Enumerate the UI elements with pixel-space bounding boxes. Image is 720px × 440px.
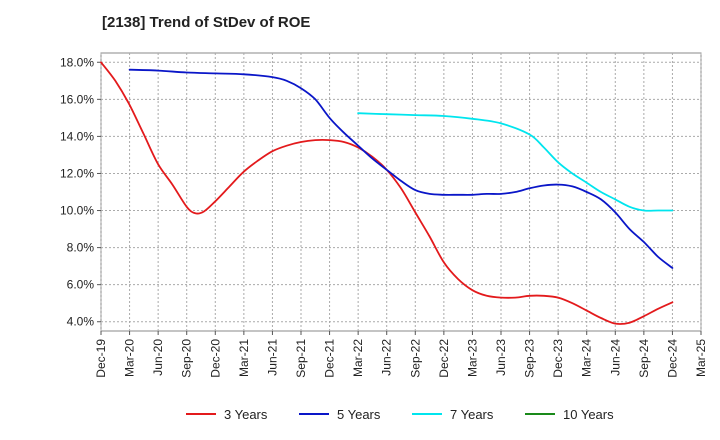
x-tick-label: Sep-21 [294,339,308,378]
x-tick-label: Sep-20 [180,339,194,378]
y-tick-label: 4.0% [67,315,95,329]
grid-lines [100,53,702,331]
x-tick-label: Mar-21 [237,339,251,377]
x-tick-label: Dec-24 [665,339,679,378]
x-tick-label: Dec-23 [551,339,565,378]
x-tick-label: Jun-20 [151,339,165,376]
y-tick-label: 6.0% [67,278,95,292]
x-tick-label: Sep-23 [523,339,537,378]
x-tick-label: Mar-23 [465,339,479,377]
x-tick-label: Jun-22 [380,339,394,376]
x-tick-label: Sep-22 [408,339,422,378]
y-tick-label: 8.0% [67,241,95,255]
x-tick-label: Mar-24 [580,339,594,377]
series-line-3-years [100,61,674,325]
x-tick-label: Jun-24 [608,339,622,376]
y-tick-label: 10.0% [60,204,94,218]
chart-title: [2138] Trend of StDev of ROE [102,14,311,31]
legend-label-7-years: 7 Years [450,407,494,422]
y-axis-ticks: 4.0% 6.0% 8.0% 10.0% 12.0% 14.0% 16.0% 18.0% [60,55,101,329]
series-line-7-years [357,112,674,212]
y-tick-label: 18.0% [60,55,94,69]
legend: 3 Years 5 Years 7 Years 10 Years [186,407,614,422]
plot-area [100,52,702,332]
x-axis-ticks: Dec-19 Mar-20 Jun-20 Sep-20 Dec-20 Mar-21 Jun-… [94,331,708,378]
x-tick-label: Dec-19 [94,339,108,378]
x-tick-label: Mar-20 [123,339,137,377]
series-lines [100,61,674,325]
x-tick-label: Sep-24 [637,339,651,378]
y-tick-label: 12.0% [60,166,94,180]
x-tick-label: Jun-21 [265,339,279,376]
x-tick-label: Mar-25 [694,339,708,377]
legend-label-10-years: 10 Years [563,407,614,422]
legend-label-5-years: 5 Years [337,407,381,422]
y-tick-label: 16.0% [60,92,94,106]
x-tick-label: Mar-22 [351,339,365,377]
x-tick-label: Dec-21 [323,339,337,378]
y-tick-label: 14.0% [60,129,94,143]
x-tick-label: Dec-20 [208,339,222,378]
x-tick-label: Jun-23 [494,339,508,376]
series-line-5-years [128,68,674,269]
legend-label-3-years: 3 Years [224,407,268,422]
x-tick-label: Dec-22 [437,339,451,378]
